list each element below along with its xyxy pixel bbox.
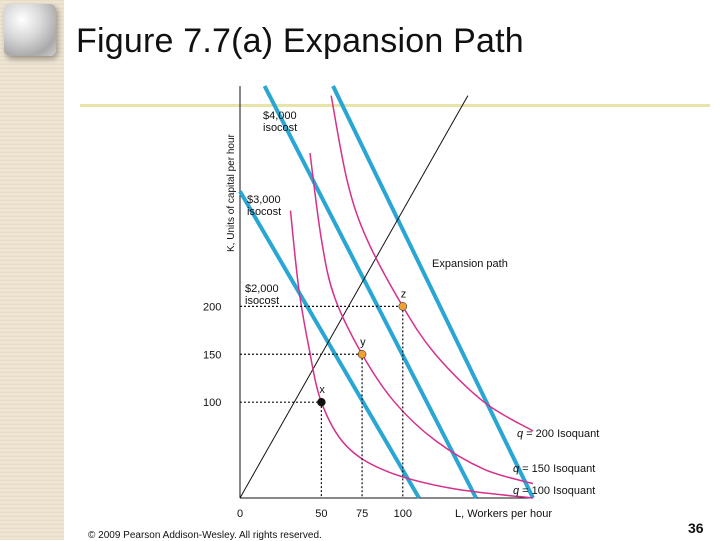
isocost-label: $4,000 (263, 110, 297, 122)
title-underline (80, 104, 710, 107)
isoquant-label: q = 150 Isoquant (513, 463, 595, 475)
x-tick-label: 50 (315, 508, 327, 520)
isocost-label: isocost (245, 295, 279, 307)
isocost-line (262, 85, 478, 499)
point-label: x (319, 384, 325, 396)
glass-cube-image (4, 4, 56, 56)
isoquant-curve (289, 210, 534, 499)
isocost-label: isocost (247, 206, 281, 218)
page-number: 36 (688, 520, 704, 536)
expansion-path-label: Expansion path (432, 258, 508, 270)
y-tick-label: 200 (203, 301, 221, 313)
isoquant-curve (309, 152, 534, 485)
point-label: y (360, 336, 366, 348)
x-tick-label: 75 (356, 508, 368, 520)
y-tick-label: 150 (203, 349, 221, 361)
isoquant-label: q = 200 Isoquant (517, 428, 599, 440)
point-x (317, 397, 326, 407)
copyright-footer: © 2009 Pearson Addison-Wesley. All right… (88, 530, 322, 541)
point-z (398, 302, 408, 311)
expansion-path-line (239, 95, 469, 499)
background-texture (0, 0, 64, 540)
point-y (357, 350, 367, 359)
y-axis-label: K, Units of capital per hour (226, 133, 237, 252)
isocost-label: $2,000 (245, 283, 279, 295)
isocost-label: $3,000 (247, 194, 281, 206)
page-title: Figure 7.7(a) Expansion Path (76, 22, 524, 60)
isocost-label: isocost (263, 122, 297, 134)
point-label: z (401, 288, 407, 300)
x-tick-label: 0 (237, 508, 243, 520)
y-tick-label: 100 (203, 397, 221, 409)
isocost-line (331, 85, 535, 499)
isocost-line (238, 190, 421, 500)
x-axis-label: L, Workers per hour (455, 508, 552, 520)
isoquant-label: q = 100 Isoquant (513, 485, 595, 497)
x-tick-label: 100 (394, 508, 412, 520)
